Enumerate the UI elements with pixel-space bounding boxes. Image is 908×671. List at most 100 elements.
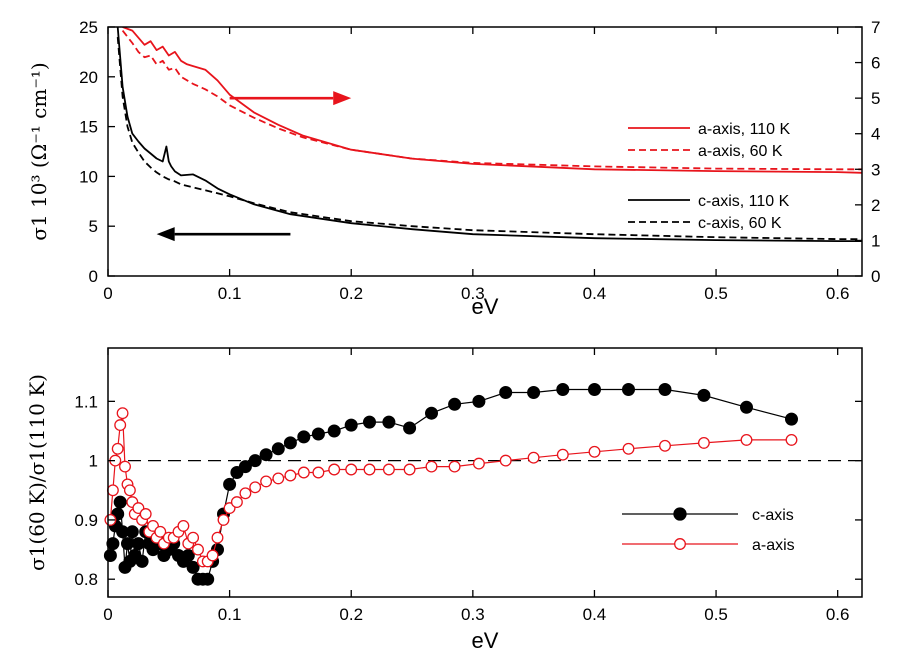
bottom-y-axis-label-group: σ1(60 K)/σ1(110 K) (25, 374, 49, 571)
data-point-a-axis (345, 463, 358, 476)
data-point-a-axis (230, 496, 243, 509)
top-right-tick-label: 2 (871, 196, 880, 215)
top-panel: 0 0.1 0.2 0.3 0.4 0.5 0.6 0 5 10 15 20 25 0 1 2 3 4 5 6 7 eV σ… (27, 18, 880, 319)
data-point-a-axis (260, 475, 273, 488)
top-x-tick-label: 0.5 (704, 284, 728, 303)
data-point-c-axis (238, 460, 252, 474)
data-point-a-axis (154, 525, 167, 538)
data-point-a-axis (284, 469, 297, 482)
data-point-c-axis (135, 554, 149, 568)
top-left-tick-label: 5 (89, 217, 98, 236)
data-point-a-axis (249, 481, 262, 494)
top-y-axis-label-group: σ1 10³ (Ω⁻¹ cm⁻¹) (27, 62, 51, 240)
top-y-axis-label: σ1 10³ (Ω⁻¹ cm⁻¹) (27, 62, 51, 240)
data-point-c-axis (327, 424, 341, 438)
data-point-c-axis (588, 383, 601, 396)
data-point-c-axis (106, 537, 120, 551)
bottom-y-tick-label: 0.9 (74, 511, 98, 530)
bottom-y-tick-label: 0.8 (74, 570, 98, 589)
data-point-c-axis (658, 383, 672, 396)
top-right-tick-label: 1 (871, 231, 880, 250)
top-x-tick-label: 0.4 (583, 284, 607, 303)
data-point-a-axis (499, 454, 512, 467)
top-x-tick-label: 0 (103, 284, 112, 303)
data-point-c-axis (131, 537, 145, 551)
bottom-x-tick-label: 0.1 (218, 605, 242, 624)
data-point-c-axis (622, 383, 635, 396)
top-left-tick-label: 15 (79, 118, 98, 137)
data-point-a-axis (328, 463, 341, 476)
legend-label-3: c-axis, 60 K (698, 215, 782, 232)
top-x-tick-label: 0.2 (339, 284, 363, 303)
top-x-tick-label: 0.1 (218, 284, 242, 303)
bottom-panel: 0 0.1 0.2 0.3 0.4 0.5 0.6 0.8 0.9 1 1.1 eV σ1(60 K)/… (25, 347, 863, 653)
data-point-c-axis (785, 412, 798, 426)
data-point-c-axis (499, 386, 513, 399)
data-point-a-axis (659, 439, 671, 452)
bottom-y-tick-label: 1.1 (74, 392, 98, 411)
top-right-tick-label: 3 (871, 160, 880, 179)
top-left-tick-label: 20 (79, 68, 98, 87)
data-point-c-axis (527, 386, 541, 399)
data-point-c-axis (125, 525, 139, 539)
bottom-x-tick-label: 0.3 (461, 605, 485, 624)
data-point-c-axis (223, 477, 237, 491)
data-point-a-axis (211, 531, 224, 544)
series-group-a-axis (104, 407, 798, 568)
bottom-x-tick-label: 0.4 (583, 605, 607, 624)
axis-arrow-left-head (156, 227, 175, 242)
top-left-tick-label: 10 (79, 167, 98, 186)
data-point-c-axis (201, 572, 215, 586)
top-x-tick-label: 0.6 (826, 284, 850, 303)
data-point-a-axis (312, 466, 325, 479)
axis-arrow-right-head (333, 91, 352, 106)
data-point-c-axis (297, 430, 311, 444)
data-point-c-axis (113, 495, 127, 509)
data-point-c-axis (121, 537, 134, 551)
top-right-tick-label: 6 (871, 54, 880, 73)
data-point-a-axis (403, 463, 416, 476)
bottom-plot-frame (107, 347, 863, 598)
top-right-tick-label: 5 (871, 89, 880, 108)
data-point-c-axis (382, 415, 396, 429)
data-point-a-axis (785, 433, 798, 446)
data-point-c-axis (344, 418, 358, 432)
bottom-x-axis-label: eV (472, 628, 499, 653)
data-point-a-axis (139, 508, 152, 520)
top-x-axis-label: eV (472, 294, 499, 319)
top-right-tick-label: 0 (871, 267, 880, 286)
data-point-a-axis (472, 457, 485, 470)
top-left-tick-label: 0 (89, 267, 98, 286)
series-line-a-axis-60-k (121, 30, 862, 171)
data-point-a-axis (106, 484, 119, 497)
data-point-a-axis (740, 433, 753, 446)
data-point-c-axis (248, 454, 262, 468)
data-point-c-axis (472, 394, 486, 408)
data-point-a-axis (297, 466, 310, 479)
top-x-tick-label: 0.3 (461, 284, 485, 303)
data-point-a-axis (111, 442, 124, 455)
top-plot-frame (107, 26, 863, 277)
bottom-x-tick-label: 0 (103, 605, 112, 624)
data-point-c-axis (186, 560, 200, 574)
data-point-a-axis (697, 436, 710, 449)
bottom-y-axis-label: σ1(60 K)/σ1(110 K) (25, 374, 49, 571)
bottom-x-tick-label: 0.5 (704, 605, 728, 624)
data-point-c-axis (259, 448, 273, 462)
legend-label-a-axis: a-axis (752, 537, 795, 554)
data-point-a-axis (116, 407, 129, 420)
data-point-a-axis (588, 445, 601, 458)
data-point-a-axis (527, 451, 540, 464)
legend-label-2: c-axis, 110 K (698, 193, 790, 210)
data-point-a-axis (556, 448, 569, 461)
data-point-a-axis (622, 442, 635, 455)
data-point-a-axis (206, 549, 219, 562)
data-point-a-axis (217, 513, 230, 526)
data-point-a-axis (425, 460, 438, 473)
data-point-a-axis (114, 419, 127, 432)
bottom-x-tick-label: 0.2 (339, 605, 363, 624)
legend-label-c-axis: c-axis (752, 507, 794, 524)
data-point-c-axis (740, 400, 753, 414)
top-left-tick-label: 25 (79, 18, 98, 37)
